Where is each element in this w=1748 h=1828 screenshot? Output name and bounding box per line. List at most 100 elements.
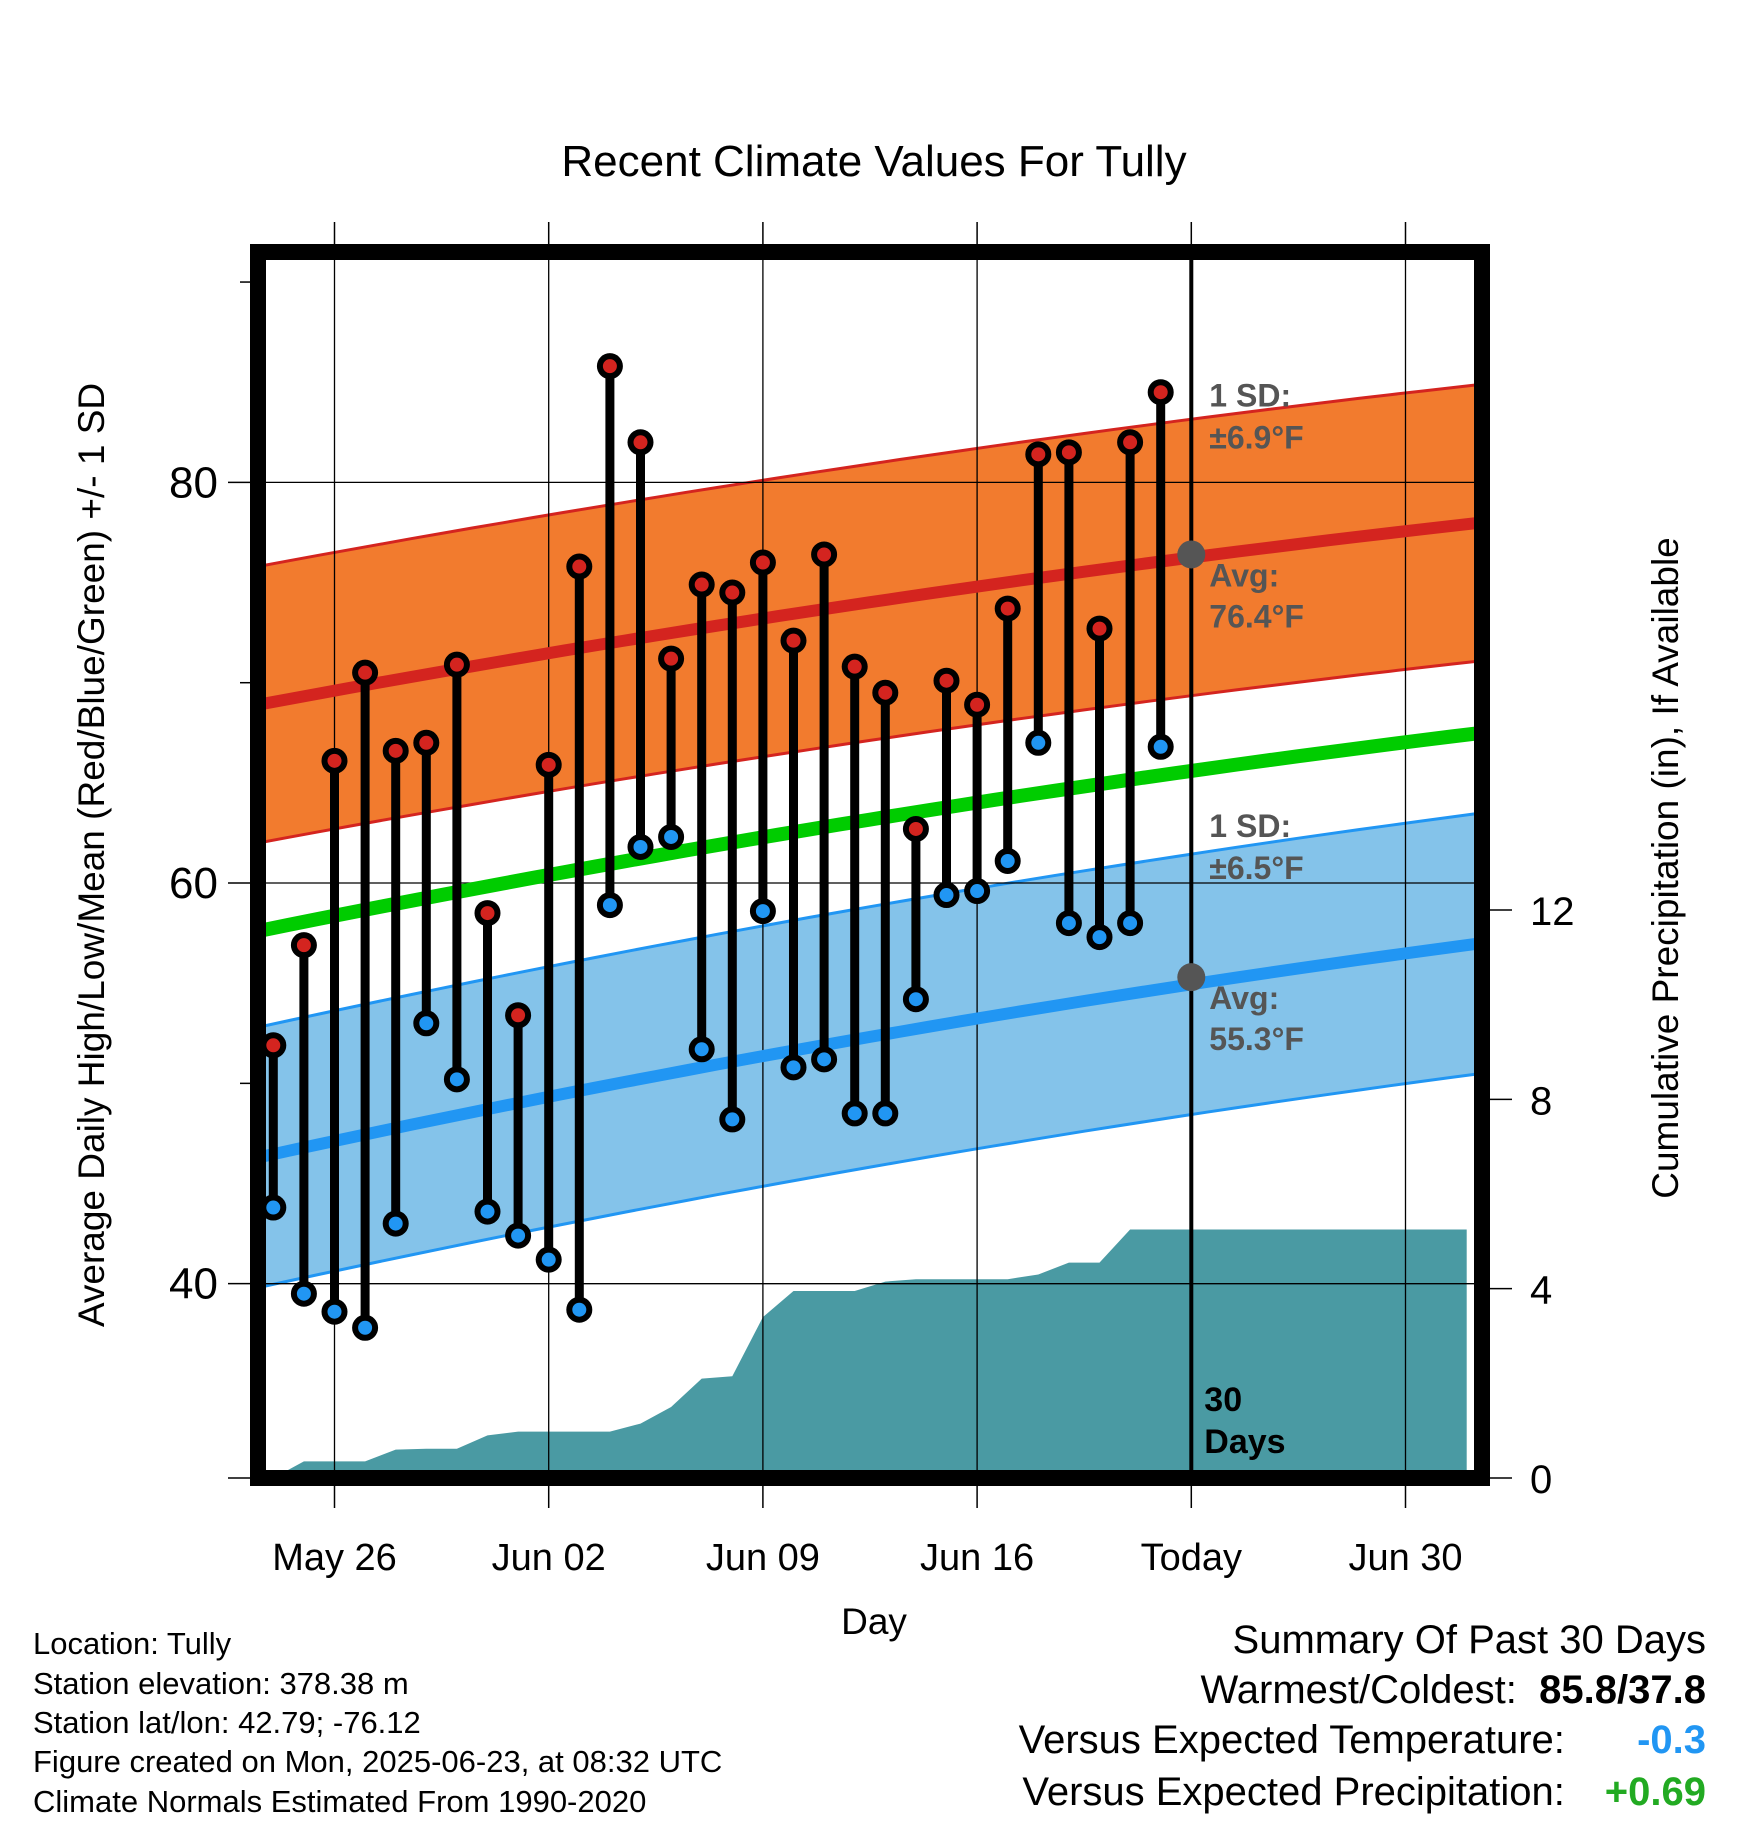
today-high-avg-dot <box>1177 540 1206 569</box>
high-point <box>413 729 440 756</box>
high-point <box>872 679 899 706</box>
low-point <box>260 1194 287 1221</box>
low-sd-upper-edge <box>258 811 1482 1029</box>
x-tick-label: Jun 02 <box>492 1537 606 1579</box>
high-avg-value: 76.4°F <box>1209 598 1304 634</box>
x-tick-label: Jun 16 <box>920 1537 1034 1579</box>
latlon-text: Station lat/lon: 42.79; -76.12 <box>33 1705 421 1740</box>
high-sd-value: ±6.9°F <box>1209 419 1303 455</box>
low-point <box>413 1010 440 1037</box>
location-text: Location: Tully <box>33 1626 232 1661</box>
high-sd-lower-edge <box>258 659 1482 845</box>
low-sd-lower-edge <box>258 1071 1482 1290</box>
y-axis-label: Average Daily High/Low/Mean (Red/Blue/Gr… <box>71 383 112 1327</box>
high-sd-band <box>258 384 1482 843</box>
chart-title: Recent Climate Values For Tully <box>561 137 1186 186</box>
low-point <box>1147 733 1174 760</box>
high-point <box>780 627 807 654</box>
high-point <box>596 353 623 380</box>
low-avg-value: 55.3°F <box>1209 1021 1304 1057</box>
low-point <box>474 1198 501 1225</box>
low-point <box>933 882 960 909</box>
high-point <box>964 691 991 718</box>
high-point <box>1025 441 1052 468</box>
y2-tick-label: 4 <box>1530 1269 1552 1313</box>
high-point <box>321 747 348 774</box>
low-point <box>1025 729 1052 756</box>
low-point <box>290 1280 317 1307</box>
high-point <box>627 429 654 456</box>
high-point <box>1147 379 1174 406</box>
high-point <box>474 900 501 927</box>
low-point <box>719 1106 746 1133</box>
high-sd-label: 1 SD: <box>1209 377 1291 413</box>
high-sd-upper-edge <box>258 382 1482 568</box>
y-tick-label: 40 <box>169 1260 218 1309</box>
warmest-value: 85.8/37.8 <box>1539 1668 1706 1712</box>
high-point <box>505 1002 532 1029</box>
y-tick-label: 60 <box>169 859 218 908</box>
high-point <box>933 667 960 694</box>
high-point <box>566 553 593 580</box>
high-point <box>688 571 715 598</box>
low-point <box>964 878 991 905</box>
plot-frame <box>250 244 1490 1486</box>
low-point <box>658 823 685 850</box>
normal-mean-line <box>258 725 1482 938</box>
plot-inner <box>258 252 1482 1478</box>
low-point <box>1086 924 1113 951</box>
today-days-number: 30 <box>1204 1381 1242 1419</box>
high-point <box>382 737 409 764</box>
normals-text: Climate Normals Estimated From 1990-2020 <box>33 1784 647 1819</box>
low-point <box>382 1210 409 1237</box>
low-sd-label: 1 SD: <box>1209 808 1291 844</box>
x-tick-label: May 26 <box>272 1537 397 1579</box>
low-point <box>505 1222 532 1249</box>
high-point <box>1086 615 1113 642</box>
low-sd-value: ±6.5°F <box>1209 850 1303 886</box>
x-tick-label: Today <box>1141 1537 1242 1579</box>
low-point <box>352 1314 379 1341</box>
high-point <box>658 645 685 672</box>
low-point <box>596 892 623 919</box>
high-point <box>902 815 929 842</box>
high-point <box>749 549 776 576</box>
summary-title: Summary Of Past 30 Days <box>1232 1618 1706 1662</box>
low-sd-band <box>258 812 1482 1288</box>
low-point <box>841 1100 868 1127</box>
y2-tick-label: 0 <box>1530 1458 1552 1502</box>
low-point <box>872 1100 899 1127</box>
y2-axis-label: Cumulative Precipitation (in), If Availa… <box>1645 537 1686 1199</box>
today-days-word: Days <box>1204 1423 1285 1461</box>
low-point <box>627 833 654 860</box>
plot-area: 1 SD: ±6.9°F Avg: 76.4°F 1 SD: ±6.5°F Avg: 55.3… <box>169 222 1575 1579</box>
low-point <box>780 1054 807 1081</box>
low-avg-label: Avg: <box>1209 980 1279 1016</box>
low-point <box>749 898 776 925</box>
normal-low-line <box>258 937 1482 1164</box>
x-axis-label: Day <box>841 1601 907 1642</box>
precip-value: +0.69 <box>1604 1770 1706 1814</box>
low-point <box>321 1298 348 1325</box>
low-point <box>1055 910 1082 937</box>
summary-temp-row: Versus Expected Temperature: -0.3 <box>1019 1720 1706 1760</box>
high-point <box>260 1032 287 1059</box>
low-point <box>811 1046 838 1073</box>
low-point <box>566 1296 593 1323</box>
high-point <box>719 579 746 606</box>
high-point <box>1055 439 1082 466</box>
high-point <box>290 932 317 959</box>
low-point <box>994 847 1021 874</box>
low-point <box>1117 910 1144 937</box>
precip-label: Versus Expected Precipitation: <box>1022 1770 1565 1814</box>
low-point <box>688 1036 715 1063</box>
high-avg-label: Avg: <box>1209 557 1279 593</box>
temp-label: Versus Expected Temperature: <box>1018 1718 1565 1762</box>
low-point <box>535 1246 562 1273</box>
temp-value: -0.3 <box>1637 1718 1706 1762</box>
summary-warmest-row: Warmest/Coldest: 85.8/37.8 <box>1201 1670 1707 1710</box>
precip-area <box>273 1229 1467 1478</box>
summary-precip-row: Versus Expected Precipitation: +0.69 <box>1022 1772 1706 1812</box>
warmest-label: Warmest/Coldest: <box>1200 1668 1517 1712</box>
